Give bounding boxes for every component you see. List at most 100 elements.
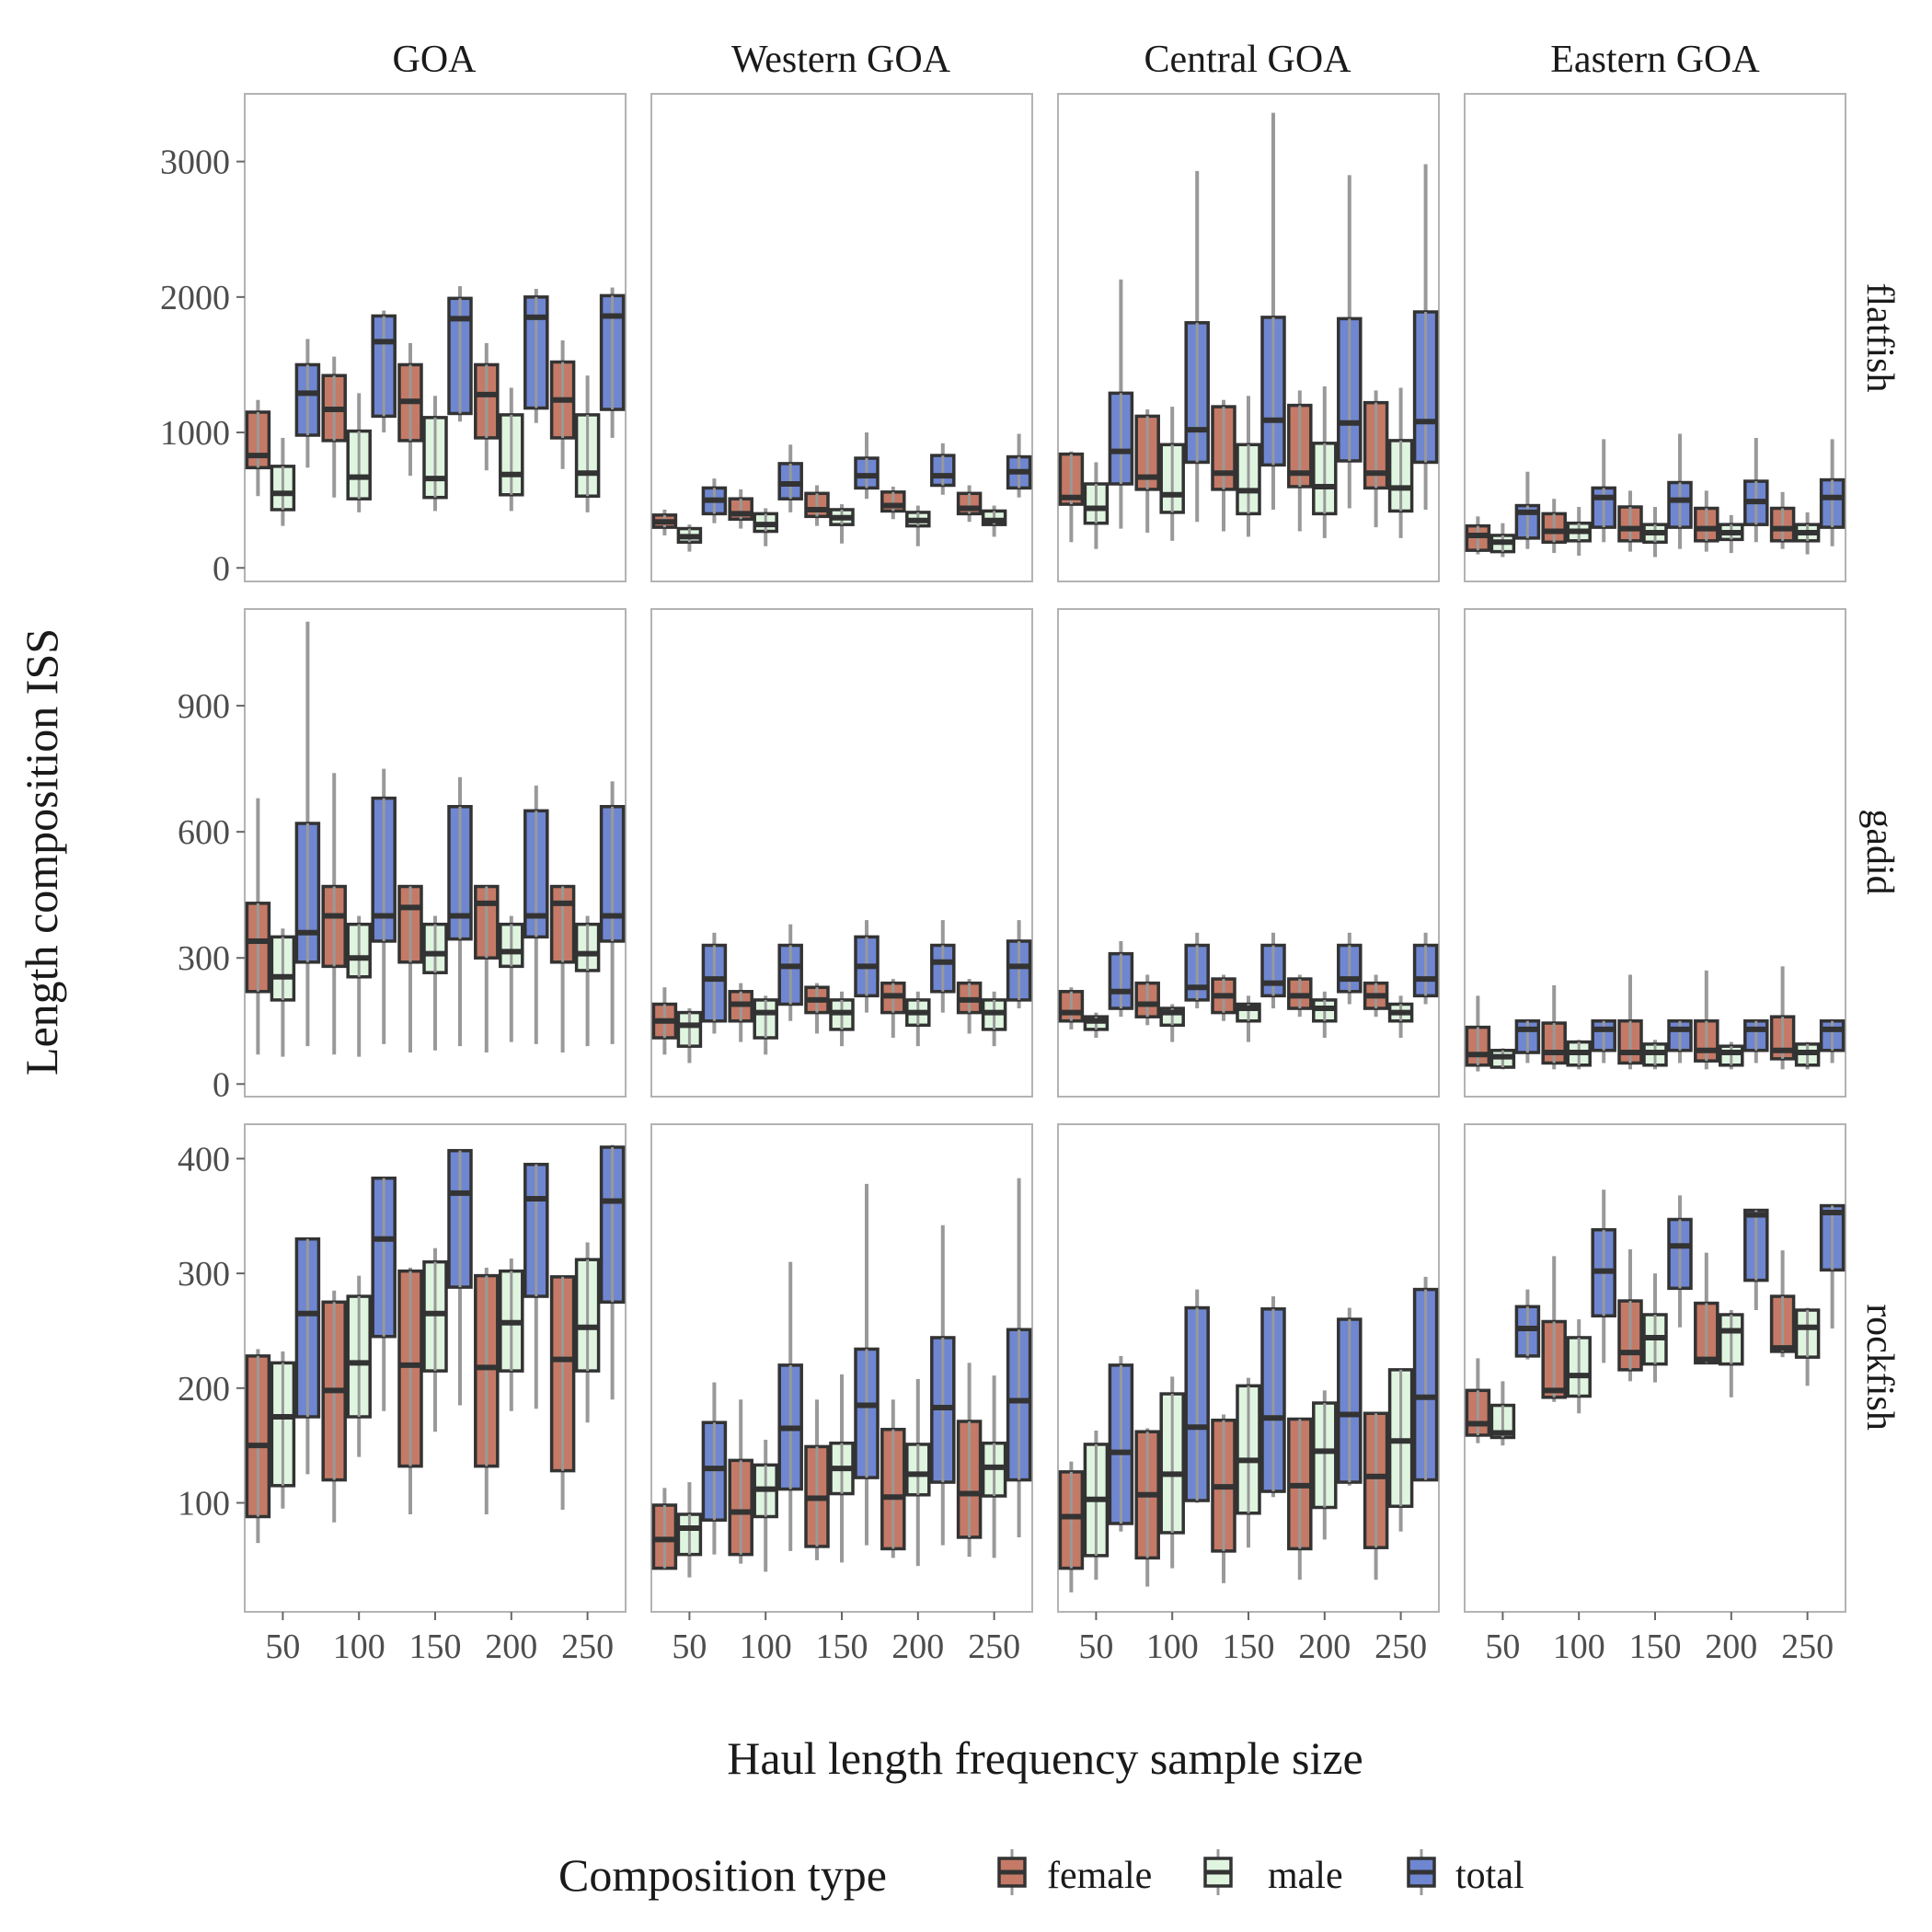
box-total-150 — [447, 1148, 473, 1406]
x-tick-label: 200 — [1705, 1627, 1757, 1666]
box-female-150 — [1211, 399, 1236, 532]
column-strip-western-goa: Western GOA — [731, 39, 951, 81]
box-male-150 — [1642, 1273, 1668, 1383]
box-total-200 — [930, 443, 956, 495]
box-female-50 — [1058, 1461, 1085, 1593]
box-male-250 — [574, 1242, 601, 1423]
box-female-200 — [474, 342, 500, 471]
y-tick-label: 600 — [178, 813, 230, 852]
box-male-250 — [574, 915, 601, 1047]
box-female-200 — [474, 1267, 500, 1514]
box-total-50 — [294, 621, 321, 1047]
box-male-150 — [1642, 1040, 1668, 1070]
box-total-50 — [1514, 1289, 1541, 1360]
box-male-150 — [422, 915, 448, 1051]
row-strip-rockfish: rockfish — [1858, 1304, 1901, 1431]
box-male-250 — [1794, 1041, 1821, 1070]
box-female-100 — [1541, 984, 1567, 1070]
box-male-150 — [422, 396, 448, 512]
y-tick-label: 3000 — [160, 144, 230, 182]
panel-rockfish-central-goa: 50 100 150 200 250 — [1057, 1123, 1440, 1666]
box-male-250 — [1387, 387, 1414, 538]
box-total-200 — [930, 1225, 956, 1546]
x-tick-label: 150 — [816, 1627, 868, 1666]
box-female-250 — [549, 339, 576, 469]
box-total-250 — [1412, 164, 1439, 510]
box-male-200 — [1719, 1041, 1744, 1070]
box-female-50 — [651, 987, 678, 1055]
box-male-200 — [1312, 1390, 1338, 1540]
panel-rockfish-western-goa: 50 100 150 200 250 — [650, 1123, 1033, 1666]
box-male-150 — [829, 1374, 855, 1563]
row-strip-flatfish: flatfish — [1858, 283, 1901, 393]
box-total-250 — [1412, 932, 1439, 1005]
y-tick-label: 300 — [178, 1255, 230, 1294]
box-male-250 — [1794, 1307, 1821, 1386]
box-female-250 — [549, 1275, 576, 1511]
box-total-200 — [1337, 1307, 1363, 1486]
box-total-200 — [523, 289, 549, 423]
box-total-150 — [1667, 433, 1693, 549]
box-total-150 — [854, 920, 880, 1013]
box-total-250 — [599, 1144, 626, 1400]
box-total-200 — [523, 1162, 549, 1409]
y-tick-label: 400 — [178, 1140, 230, 1179]
x-tick-label: 200 — [1298, 1627, 1351, 1666]
box-total-100 — [1591, 1019, 1616, 1064]
box-total-100 — [1591, 1190, 1616, 1363]
box-total-150 — [1667, 1195, 1693, 1328]
box-female-100 — [321, 773, 347, 1055]
box-female-150 — [804, 1399, 830, 1560]
box-male-50 — [1489, 1381, 1516, 1446]
box-female-50 — [245, 1349, 271, 1544]
x-tick-label: 150 — [1223, 1627, 1275, 1666]
x-axis-title: Haul length frequency sample size — [727, 1732, 1363, 1784]
panel-flatfish-western-goa — [650, 93, 1033, 582]
box-total-200 — [1743, 437, 1769, 543]
panel-gadid-western-goa — [650, 608, 1033, 1098]
box-female-100 — [728, 983, 753, 1042]
box-male-100 — [346, 915, 372, 1057]
y-axis-title: Length composition ISS — [16, 628, 67, 1075]
x-tick-label: 50 — [1078, 1627, 1113, 1666]
box-female-150 — [1617, 974, 1643, 1070]
box-total-100 — [1591, 439, 1616, 543]
box-female-150 — [1211, 974, 1236, 1021]
box-male-250 — [1387, 1368, 1414, 1532]
box-female-100 — [728, 489, 753, 529]
box-total-250 — [599, 781, 626, 1044]
box-male-50 — [1083, 1430, 1110, 1581]
legend-key-male — [1203, 1849, 1233, 1895]
box-total-150 — [1667, 1019, 1693, 1064]
x-tick-label: 100 — [1146, 1627, 1199, 1666]
box-total-250 — [1819, 1203, 1846, 1328]
box-female-200 — [1694, 970, 1719, 1070]
box-female-250 — [549, 884, 576, 1053]
box-female-250 — [956, 1363, 983, 1558]
box-total-100 — [1184, 1289, 1210, 1503]
panel-gadid-goa: 0 300 600 900 — [178, 608, 627, 1104]
x-tick-label: 50 — [1485, 1627, 1520, 1666]
box-male-100 — [1566, 507, 1592, 557]
box-male-150 — [829, 504, 855, 544]
box-total-250 — [1819, 1019, 1846, 1064]
y-tick-label: 100 — [178, 1485, 230, 1524]
box-total-100 — [1184, 932, 1210, 1009]
column-strip-central-goa: Central GOA — [1144, 39, 1351, 81]
y-tick-label: 0 — [213, 549, 230, 588]
box-male-100 — [346, 393, 372, 512]
panel-gadid-central-goa — [1057, 608, 1440, 1098]
box-male-100 — [1566, 1040, 1592, 1070]
legend-title: Composition type — [558, 1849, 887, 1901]
box-total-50 — [1108, 279, 1134, 529]
box-total-150 — [854, 432, 880, 500]
box-male-50 — [1083, 1012, 1110, 1039]
box-total-50 — [701, 932, 728, 1034]
legend-label-female: female — [1047, 1855, 1152, 1897]
x-tick-label: 250 — [1374, 1627, 1427, 1666]
box-male-150 — [1236, 995, 1261, 1042]
x-tick-label: 250 — [1781, 1627, 1834, 1666]
box-total-250 — [1819, 439, 1846, 546]
panel-rockfish-eastern-goa: 50 100 150 200 250 — [1464, 1123, 1846, 1666]
